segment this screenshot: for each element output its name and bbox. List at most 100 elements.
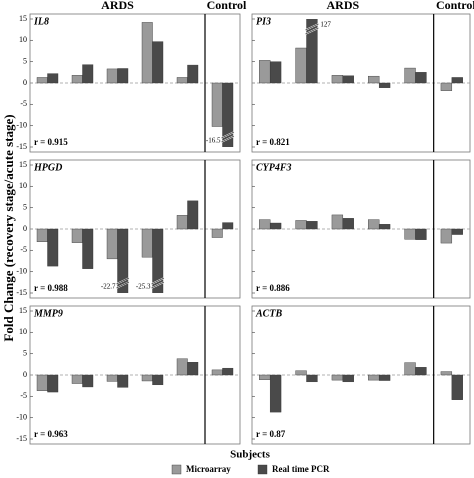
- value-label: 127: [320, 21, 331, 29]
- bar: [47, 374, 59, 393]
- bar: [269, 61, 282, 84]
- x-axis-title: Subjects: [230, 449, 270, 461]
- value-label: -22.7: [101, 283, 116, 291]
- bar: [117, 68, 129, 84]
- panel-annotation: r = 0.87: [256, 429, 286, 439]
- bar: [117, 374, 129, 388]
- bar: [71, 75, 83, 84]
- bars: [36, 200, 234, 293]
- bar: [141, 228, 153, 258]
- value-label: -16.5: [206, 137, 221, 145]
- bar: [259, 60, 271, 84]
- axis-break: [305, 23, 319, 31]
- bar: [152, 374, 164, 386]
- y-tick-label: 10: [19, 35, 27, 44]
- y-tick-label: -10: [16, 412, 27, 421]
- bar: [440, 228, 453, 244]
- bar: [211, 228, 223, 238]
- bar: [152, 41, 164, 84]
- y-tick-label: 10: [19, 327, 27, 336]
- axis-break: [221, 135, 235, 143]
- legend-label: Microarray: [186, 464, 231, 474]
- bar: [368, 75, 380, 84]
- panel-title: PI3: [256, 16, 271, 27]
- group-label: Control: [436, 0, 474, 12]
- bar: [106, 374, 118, 382]
- group-label: ARDS: [101, 0, 134, 12]
- bar: [71, 228, 83, 243]
- bar: [415, 228, 427, 240]
- panel-title: HPGD: [33, 162, 62, 173]
- bar: [259, 219, 271, 230]
- panel-title: ACTB: [255, 308, 282, 319]
- bar: [176, 215, 188, 230]
- bar: [269, 222, 282, 230]
- bar: [36, 374, 48, 391]
- bar: [211, 82, 223, 127]
- axis-break: [116, 281, 130, 289]
- bar: [259, 374, 271, 380]
- bar: [222, 367, 234, 376]
- bar: [82, 228, 94, 269]
- bar: [306, 221, 318, 230]
- bar: [342, 218, 354, 230]
- bar: [378, 224, 391, 230]
- y-tick-label: -10: [16, 120, 27, 129]
- bars: [36, 358, 234, 393]
- y-tick-label: 15: [19, 160, 27, 169]
- bar: [141, 22, 153, 84]
- group-label: ARDS: [326, 0, 359, 12]
- y-axis-title: Fold Change (recovery stage/acute stage): [1, 114, 16, 341]
- y-tick-label: 0: [23, 78, 27, 87]
- bars: [259, 362, 463, 413]
- bar: [331, 214, 344, 230]
- bar: [82, 64, 94, 84]
- y-tick-label: 0: [23, 370, 27, 379]
- bar: [415, 72, 427, 84]
- group-label: Control: [207, 0, 247, 12]
- bars: [259, 214, 463, 244]
- axis-break: [151, 277, 165, 285]
- panel-annotation: r = 0.886: [256, 283, 290, 293]
- y-tick-label: -5: [20, 99, 27, 108]
- panel-annotation: r = 0.821: [256, 137, 290, 147]
- bar: [187, 64, 199, 84]
- bar: [306, 19, 318, 84]
- bar: [306, 374, 318, 383]
- y-tick-label: -15: [16, 434, 27, 443]
- bar: [176, 77, 188, 84]
- panel-annotation: r = 0.963: [34, 429, 68, 439]
- bar: [117, 228, 129, 293]
- y-tick-label: 5: [23, 202, 27, 211]
- y-tick-label: -5: [20, 245, 27, 254]
- bar: [295, 220, 307, 230]
- bar: [36, 228, 48, 243]
- panel-annotation: r = 0.988: [34, 283, 68, 293]
- bar: [404, 67, 416, 84]
- panel-annotation: r = 0.915: [34, 137, 68, 147]
- y-tick-label: 15: [19, 306, 27, 315]
- y-tick-label: -15: [16, 288, 27, 297]
- bar: [342, 374, 354, 383]
- bar: [331, 75, 344, 84]
- bar: [451, 374, 463, 400]
- bar: [47, 73, 59, 84]
- bar: [331, 374, 344, 381]
- bar: [295, 47, 307, 84]
- bar: [269, 374, 282, 413]
- bar: [295, 370, 307, 376]
- y-tick-label: 5: [23, 348, 27, 357]
- y-tick-label: 15: [19, 14, 27, 23]
- bar: [82, 374, 94, 388]
- bar: [404, 228, 416, 240]
- bar: [342, 75, 354, 84]
- bar: [141, 374, 153, 382]
- legend-swatch: [257, 464, 268, 475]
- bar: [106, 228, 118, 260]
- bar: [440, 371, 453, 376]
- bars: [36, 22, 234, 147]
- axis-break: [151, 281, 165, 289]
- bar: [71, 374, 83, 384]
- bar: [451, 228, 463, 235]
- bar: [404, 362, 416, 376]
